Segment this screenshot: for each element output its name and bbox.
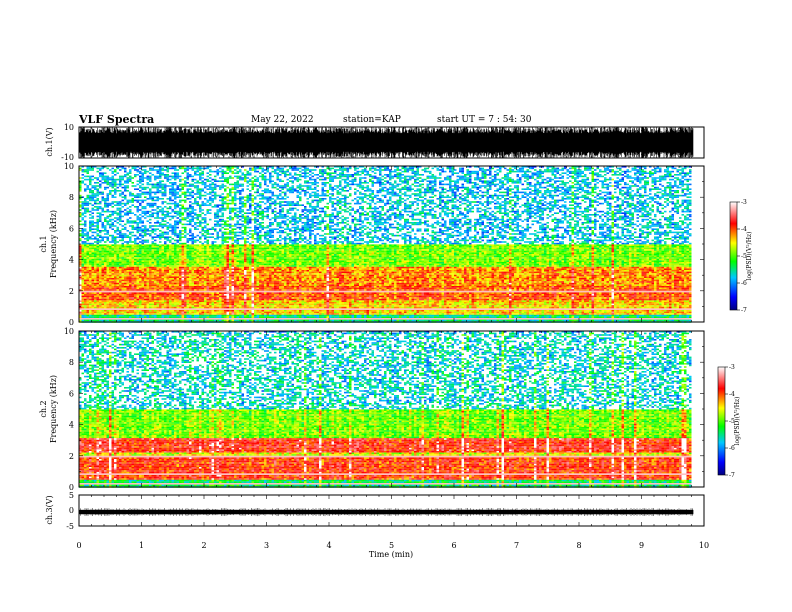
ch3-waveform-ylabel: ch.3(V) [45, 495, 54, 524]
figure-title: VLF Spectra [78, 113, 154, 126]
waveform-ch3-ticks [78, 495, 705, 526]
header-station: station=KAP [343, 115, 401, 125]
ch2-channel-label: ch.2 [39, 400, 48, 417]
x-tick-label-3: 3 [264, 541, 269, 550]
colorbar-tick-0: -3 [729, 364, 735, 371]
spectrogram-ch1-ytick-labels: 0 2 4 6 8 10 [64, 162, 74, 327]
ch1-frequency-label: Frequency (kHz) [49, 210, 58, 278]
colorbar-tick-4: -7 [741, 307, 747, 314]
ch2-frequency-label: Frequency (kHz) [49, 375, 58, 443]
ytick-label-4: 8 [69, 358, 74, 367]
x-tick-label-5: 5 [389, 541, 394, 550]
ch1-ytick-10: 10 [64, 123, 74, 132]
x-tick-label-9: 9 [639, 541, 644, 550]
waveform-ch1-path [78, 127, 694, 158]
waveform-panel-ch3: 5 0 -5 ch.3(V) [45, 491, 705, 531]
waveform-ch1-ticks [78, 127, 705, 158]
spectrogram-ch2-image [79, 331, 692, 488]
spectrogram-ch2-ytick-labels: 0 2 4 6 8 10 [64, 327, 74, 492]
colorbar-ch1-ticks: -3 -4 -5 -6 -7 [737, 199, 747, 314]
colorbar-tick-0: -3 [741, 199, 747, 206]
x-tick-label-0: 0 [76, 541, 81, 550]
waveform-ch1-trace [78, 127, 694, 158]
colorbar-ch2-label: log(PSD)(V²/Hz) [734, 397, 741, 446]
ytick-label-3: 6 [69, 389, 74, 398]
ytick-label-0: 0 [69, 318, 74, 327]
colorbar-ch2: -3 -4 -5 -6 -7 log(PSD)(V²/Hz) [717, 364, 741, 479]
ytick-label-2: 4 [69, 256, 74, 265]
ytick-label-0: 0 [69, 483, 74, 492]
colorbar-ch1: -3 -4 -5 -6 -7 log(PSD)(V²/Hz) [729, 199, 753, 314]
header-start-time: start UT = 7 : 54: 30 [437, 115, 532, 125]
x-axis-label: Time (min) [369, 550, 413, 559]
ch3-ytick-0: 0 [69, 506, 74, 515]
colorbar-ch2-ticks: -3 -4 -5 -6 -7 [725, 364, 735, 479]
ytick-label-4: 8 [69, 193, 74, 202]
colorbar-ch2-gradient [717, 366, 726, 476]
ytick-label-1: 2 [69, 287, 74, 296]
x-tick-label-6: 6 [451, 541, 456, 550]
ytick-label-5: 10 [64, 162, 74, 171]
x-tick-label-8: 8 [576, 541, 581, 550]
x-tick-label-4: 4 [326, 541, 331, 550]
ytick-label-1: 2 [69, 452, 74, 461]
x-tick-label-2: 2 [201, 541, 206, 550]
colorbar-tick-3: -6 [729, 445, 735, 452]
colorbar-tick-2: -5 [741, 253, 747, 260]
ch1-channel-label: ch.1 [39, 235, 48, 252]
ch1-ytick-neg10: -10 [61, 153, 74, 162]
waveform-ch3-trace [78, 508, 694, 517]
ch3-ytick-neg5: -5 [66, 522, 74, 531]
colorbar-tick-3: -6 [741, 280, 747, 287]
spectrogram-panel-ch1: 0 2 4 6 8 10 ch.1 Frequency (kHz) [39, 162, 705, 327]
waveform-ch3-band [79, 509, 694, 515]
ytick-label-3: 6 [69, 224, 74, 233]
colorbar-tick-4: -7 [729, 472, 735, 479]
ch1-waveform-ylabel: ch.1(V) [45, 127, 54, 156]
spectrogram-ch1-image [79, 166, 692, 323]
x-tick-label-1: 1 [139, 541, 144, 550]
ytick-label-2: 4 [69, 421, 74, 430]
colorbar-tick-1: -4 [729, 391, 735, 398]
spectrogram-panel-ch2: 0 2 4 6 8 10 ch.2 Frequency (kHz) [39, 327, 705, 492]
ch3-ytick-5: 5 [69, 491, 74, 500]
ytick-label-5: 10 [64, 327, 74, 336]
header-date: May 22, 2022 [251, 115, 314, 125]
spectrogram-ch2-ticks [78, 330, 705, 488]
colorbar-ch1-gradient [729, 201, 738, 311]
colorbar-ch1-label: log(PSD)(V²/Hz) [746, 232, 753, 281]
waveform-panel-ch1: 10 -10 ch.1(V) [45, 123, 705, 162]
spectrogram-ch1-ticks [78, 165, 705, 323]
colorbar-tick-2: -5 [729, 418, 735, 425]
x-tick-label-7: 7 [514, 541, 519, 550]
colorbar-tick-1: -4 [741, 226, 747, 233]
x-tick-label-10: 10 [699, 541, 709, 550]
x-axis-tick-labels: 0 1 2 3 4 5 6 7 8 9 10 [76, 541, 709, 550]
